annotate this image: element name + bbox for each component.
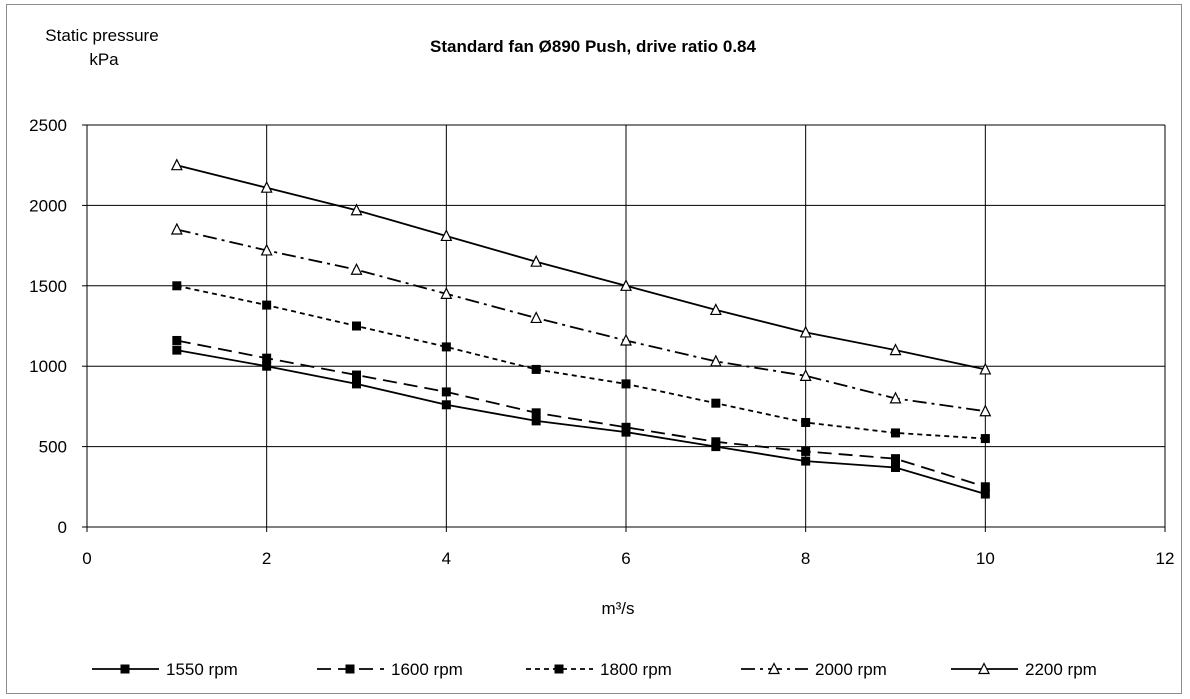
data-point (352, 370, 361, 380)
x-tick-label: 0 (82, 549, 91, 568)
data-point (440, 286, 453, 299)
data-point (172, 335, 182, 345)
legend-label: 2000 rpm (815, 660, 887, 679)
legend-marker (768, 662, 780, 675)
data-point (891, 454, 900, 464)
x-tick-label: 10 (976, 549, 995, 568)
data-point (172, 281, 182, 291)
data-point (621, 427, 631, 437)
legend-label: 1550 rpm (166, 660, 238, 679)
data-point (979, 362, 992, 375)
data-point (440, 229, 453, 242)
data-point (352, 379, 361, 389)
legend: 1550 rpm 1600 rpm 1800 rpm 2000 rpm 2200 rpm (92, 660, 1097, 679)
series-line (176, 164, 986, 371)
legend-item: 1800 rpm (526, 660, 672, 679)
legend-marker (554, 664, 564, 674)
data-point (620, 333, 632, 346)
data-point (441, 400, 451, 410)
data-point (799, 325, 812, 338)
data-point (620, 278, 632, 291)
legend-marker (345, 664, 355, 674)
series-1600-rpm (172, 335, 990, 492)
data-point (801, 417, 811, 427)
data-point (531, 408, 541, 418)
x-tick-label: 2 (262, 549, 271, 568)
data-point (621, 422, 631, 432)
legend-label: 2200 rpm (1025, 660, 1097, 679)
data-point (801, 456, 811, 466)
x-tick-label: 4 (442, 549, 451, 568)
x-tick-label: 12 (1156, 549, 1175, 568)
legend-marker (978, 662, 990, 675)
legend-item: 1550 rpm (92, 660, 238, 679)
data-point (262, 300, 272, 310)
legend-item: 2200 rpm (951, 660, 1097, 679)
data-point (889, 343, 902, 356)
chart-frame (6, 4, 1182, 694)
legend-item: 1600 rpm (317, 660, 463, 679)
series-1800-rpm (172, 281, 990, 444)
x-tick-label: 8 (801, 549, 810, 568)
series-2200-rpm (170, 158, 992, 375)
y-tick-label: 500 (39, 438, 67, 457)
legend-label: 1800 rpm (600, 660, 672, 679)
data-point (621, 379, 631, 389)
legend-item: 2000 rpm (741, 660, 887, 679)
chart-title: Standard fan Ø890 Push, drive ratio 0.84 (430, 37, 756, 56)
y-tick-label: 0 (58, 518, 67, 537)
data-point (352, 321, 361, 331)
data-point (799, 369, 812, 381)
y-axis-label-line1: Static pressure (45, 26, 158, 45)
y-tick-label: 1000 (29, 357, 67, 376)
data-point (530, 311, 543, 324)
series-line (176, 228, 986, 413)
data-point (350, 262, 363, 275)
data-point (979, 404, 992, 417)
legend-label: 1600 rpm (391, 660, 463, 679)
data-point (891, 463, 900, 473)
data-point (531, 364, 541, 374)
legend-marker (120, 664, 130, 674)
y-axis-label-line2: kPa (89, 50, 119, 69)
data-point (441, 342, 451, 352)
data-point (260, 180, 273, 193)
x-tick-label: 6 (621, 549, 630, 568)
series-1550-rpm (172, 345, 990, 499)
data-point (530, 254, 543, 267)
grid-lines (82, 124, 1166, 532)
data-point (801, 446, 811, 456)
data-point (711, 442, 721, 452)
data-point (170, 222, 183, 235)
data-point (980, 482, 990, 492)
y-tick-label: 2500 (29, 116, 67, 135)
series-line (176, 284, 986, 440)
data-point (172, 345, 182, 355)
data-point (262, 353, 272, 363)
data-point (980, 434, 990, 444)
y-tick-label: 2000 (29, 196, 67, 215)
data-point (709, 303, 722, 316)
series-group (170, 158, 992, 499)
data-point (980, 489, 990, 499)
x-axis-label: m³/s (601, 599, 634, 618)
series-line (176, 339, 986, 488)
data-point (531, 416, 541, 426)
data-point (891, 428, 900, 438)
data-point (889, 391, 902, 404)
data-point (441, 387, 451, 397)
data-point (262, 361, 272, 371)
data-point (350, 203, 363, 216)
data-point (711, 437, 721, 447)
tick-labels: 0 500 1000 1500 2000 2500 0 2 4 6 8 10 12 (29, 116, 1174, 568)
data-point (260, 243, 273, 256)
series-line (176, 349, 986, 495)
data-point (711, 398, 721, 408)
y-tick-label: 1500 (29, 277, 67, 296)
series-2000-rpm (170, 222, 992, 417)
data-point (170, 158, 183, 171)
data-point (709, 354, 722, 367)
